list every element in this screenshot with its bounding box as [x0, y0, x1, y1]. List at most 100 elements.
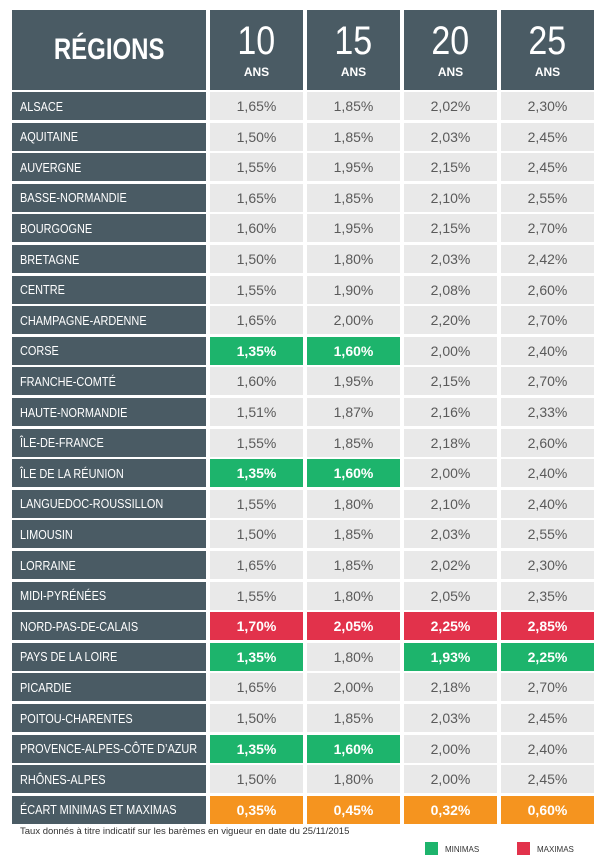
rate-cell: 1,95% [307, 214, 400, 243]
region-cell: ÉCART MINIMAS ET MAXIMAS [12, 795, 206, 824]
region-cell: PAYS DE LA LOIRE [12, 642, 206, 671]
rate-cell: 1,60% [210, 367, 303, 396]
rate-cell: 1,70% [210, 612, 303, 641]
region-cell: PICARDIE [12, 673, 206, 702]
rate-cell: 1,85% [307, 92, 400, 120]
rate-cell: 2,25% [501, 642, 594, 671]
region-name: CENTRE [20, 282, 65, 298]
region-name: LIMOUSIN [20, 526, 73, 542]
rate-cell: 1,80% [307, 245, 400, 273]
rate-cell: 2,35% [501, 581, 594, 610]
rate-cell: 0,45% [307, 795, 400, 824]
region-cell: PROVENCE-ALPES-CÔTE D’AZUR [12, 734, 206, 763]
region-name: AUVERGNE [20, 159, 82, 175]
region-name: RHÔNES-ALPES [20, 771, 106, 787]
year-unit: ANS [534, 65, 561, 79]
rate-cell: 2,55% [501, 183, 594, 212]
rate-cell: 2,30% [501, 551, 594, 579]
year-header: 20 ANS [404, 10, 497, 90]
region-cell: AUVERGNE [12, 153, 206, 182]
rate-cell: 2,00% [307, 673, 400, 702]
rate-cell: 2,10% [404, 183, 497, 212]
rate-cell: 1,50% [210, 765, 303, 794]
region-cell: RHÔNES-ALPES [12, 765, 206, 794]
rate-cell: 1,93% [404, 642, 497, 671]
region-name: MIDI-PYRÉNÉES [20, 588, 107, 604]
rate-cell: 2,18% [404, 428, 497, 457]
region-name: PAYS DE LA LOIRE [20, 649, 118, 665]
rate-cell: 2,02% [404, 92, 497, 120]
rate-cell: 2,40% [501, 336, 594, 365]
rate-cell: 0,35% [210, 795, 303, 824]
region-name: LANGUEDOC-ROUSSILLON [20, 496, 164, 512]
rate-cell: 1,85% [307, 122, 400, 151]
rate-cell: 1,80% [307, 581, 400, 610]
rate-cell: 1,80% [307, 642, 400, 671]
region-cell: BASSE-NORMANDIE [12, 183, 206, 212]
rate-cell: 0,32% [404, 795, 497, 824]
region-name: FRANCHE-COMTÉ [20, 373, 116, 389]
region-header: RÉGIONS [12, 10, 206, 90]
rate-cell: 2,45% [501, 122, 594, 151]
rate-cell: 1,60% [307, 336, 400, 365]
year-header: 25 ANS [501, 10, 594, 90]
region-name: PROVENCE-ALPES-CÔTE D’AZUR [20, 741, 198, 757]
rate-cell: 0,60% [501, 795, 594, 824]
rate-cell: 2,85% [501, 612, 594, 641]
rate-cell: 2,16% [404, 398, 497, 426]
region-cell: LIMOUSIN [12, 520, 206, 549]
region-cell: ALSACE [12, 92, 206, 120]
rate-cell: 1,80% [307, 489, 400, 518]
rate-cell: 2,00% [404, 459, 497, 488]
rate-cell: 1,85% [307, 551, 400, 579]
rate-cell: 1,85% [307, 520, 400, 549]
region-name: LORRAINE [20, 557, 76, 573]
rate-cell: 1,35% [210, 336, 303, 365]
legend-label: MAXIMAS [537, 845, 574, 854]
region-cell: CENTRE [12, 275, 206, 304]
rate-cell: 1,55% [210, 275, 303, 304]
rate-cell: 2,42% [501, 245, 594, 273]
region-cell: MIDI-PYRÉNÉES [12, 581, 206, 610]
region-name: NORD-PAS-DE-CALAIS [20, 618, 139, 634]
rate-cell: 1,60% [210, 214, 303, 243]
region-header-text: RÉGIONS [53, 33, 165, 66]
rate-cell: 1,50% [210, 704, 303, 732]
region-name: BASSE-NORMANDIE [20, 190, 127, 206]
rate-cell: 2,15% [404, 214, 497, 243]
rate-cell: 2,70% [501, 367, 594, 396]
year-header: 15 ANS [307, 10, 400, 90]
rate-cell: 2,40% [501, 489, 594, 518]
year-unit: ANS [243, 65, 270, 79]
rate-cell: 1,50% [210, 122, 303, 151]
year-number: 10 [237, 19, 276, 63]
rate-cell: 2,40% [501, 734, 594, 763]
year-header: 10 ANS [210, 10, 303, 90]
region-name: CHAMPAGNE-ARDENNE [20, 312, 147, 328]
region-name: HAUTE-NORMANDIE [20, 404, 128, 420]
region-cell: AQUITAINE [12, 122, 206, 151]
rate-cell: 1,60% [307, 459, 400, 488]
region-name: POITOU-CHARENTES [20, 710, 133, 726]
rate-cell: 1,65% [210, 183, 303, 212]
legend-label: MINIMAS [445, 845, 480, 854]
region-cell: ÎLE-DE-FRANCE [12, 428, 206, 457]
rate-cell: 2,33% [501, 398, 594, 426]
year-number: 25 [528, 19, 567, 63]
region-cell: LORRAINE [12, 551, 206, 579]
rate-cell: 1,95% [307, 153, 400, 182]
rate-cell: 2,03% [404, 704, 497, 732]
rate-cell: 1,85% [307, 428, 400, 457]
rate-cell: 1,95% [307, 367, 400, 396]
region-name: ALSACE [20, 98, 64, 114]
rate-cell: 2,40% [501, 459, 594, 488]
rate-cell: 2,03% [404, 245, 497, 273]
rate-cell: 1,60% [307, 734, 400, 763]
region-cell: CORSE [12, 336, 206, 365]
rate-cell: 2,08% [404, 275, 497, 304]
rate-cell: 2,10% [404, 489, 497, 518]
rate-cell: 2,70% [501, 673, 594, 702]
region-cell: BRETAGNE [12, 245, 206, 273]
region-name: BOURGOGNE [20, 220, 93, 236]
region-cell: FRANCHE-COMTÉ [12, 367, 206, 396]
